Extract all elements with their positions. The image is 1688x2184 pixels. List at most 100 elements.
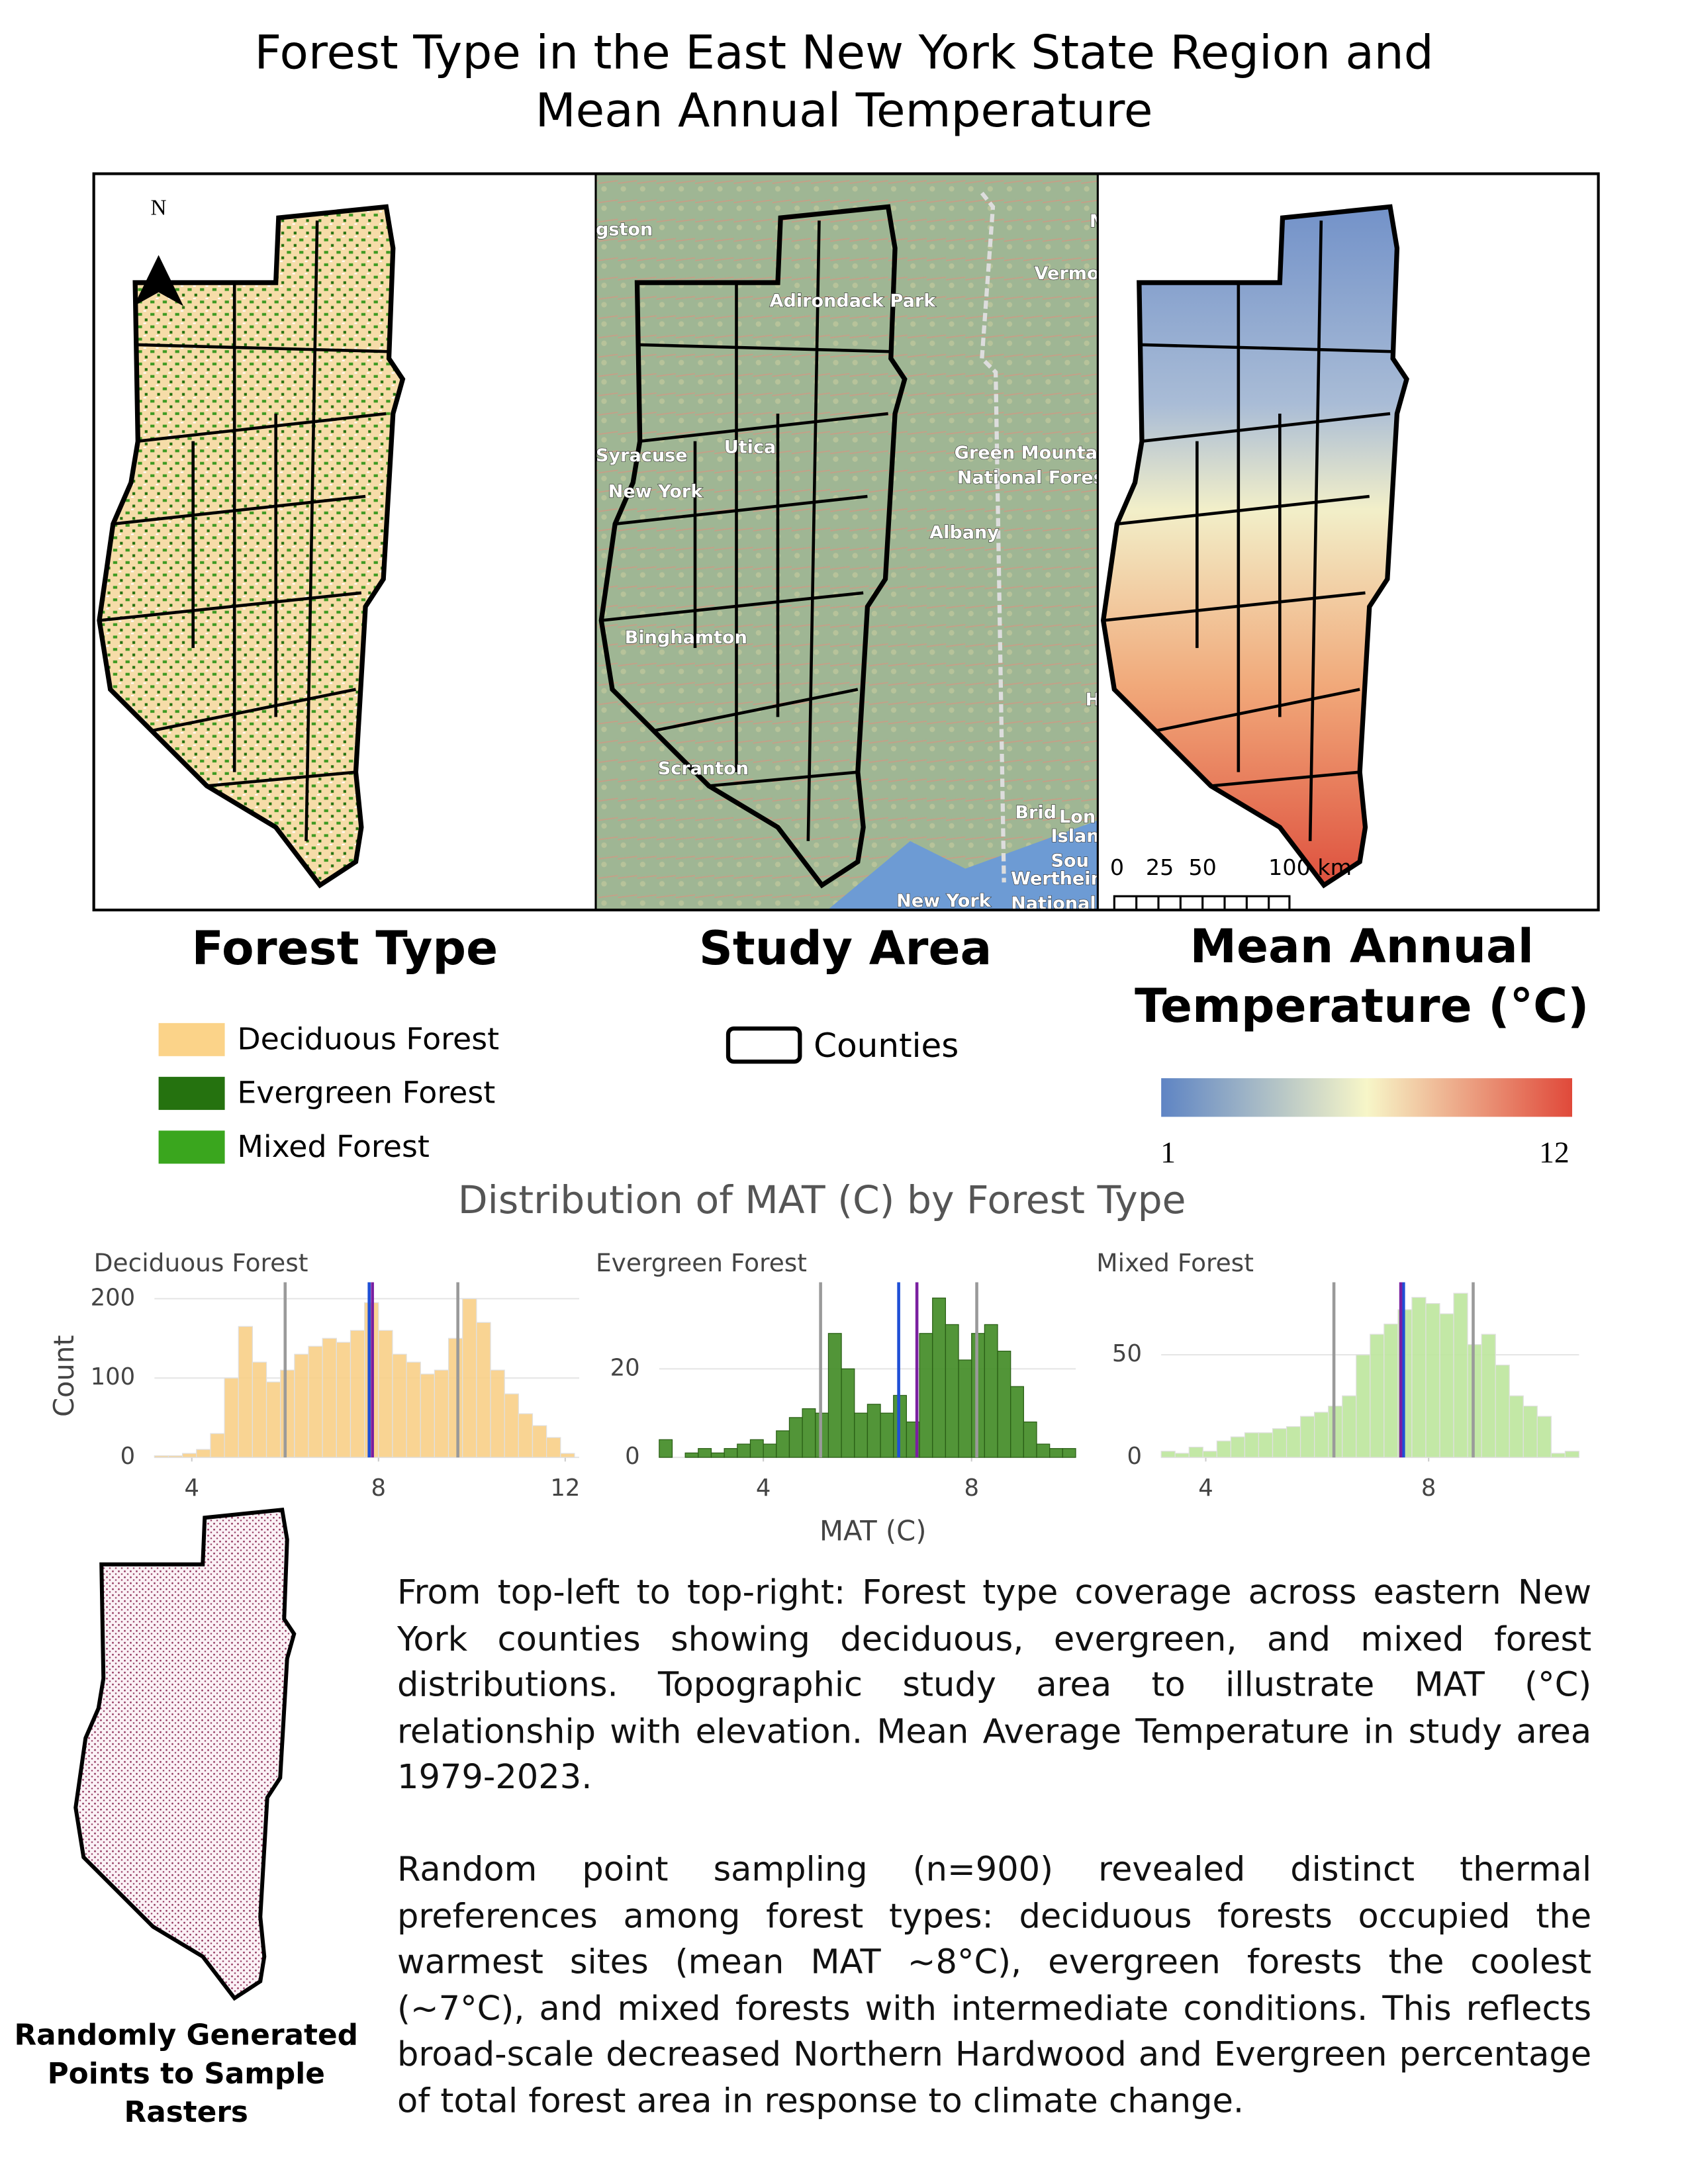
bar: [476, 1322, 491, 1458]
bar: [1536, 1416, 1552, 1458]
bar: [867, 1404, 881, 1458]
bar: [776, 1430, 790, 1458]
panel-title: Forest Type: [192, 921, 498, 976]
basemap-label: Syracuse: [596, 445, 688, 466]
bar: [1258, 1432, 1274, 1458]
legend-swatch: [158, 1130, 225, 1164]
x-tick-label: 8: [964, 1475, 979, 1502]
x-tick-label: 12: [550, 1475, 580, 1502]
paragraph: From top-left to top-right: Forest type …: [397, 1572, 1592, 1797]
bar: [763, 1443, 777, 1458]
bar: [788, 1417, 803, 1458]
bar: [932, 1297, 947, 1458]
description-box: From top-left to top-right: Forest type …: [397, 1569, 1591, 2124]
bar: [737, 1443, 751, 1458]
bar: [827, 1333, 842, 1458]
bar: [420, 1373, 436, 1458]
y-tick-label: 200: [91, 1284, 136, 1311]
legend-swatch: [158, 1077, 225, 1111]
inset-map: [75, 1510, 294, 1998]
bar: [1425, 1302, 1440, 1458]
bar: [1453, 1293, 1468, 1458]
description: From top-left to top-right: Forest type …: [397, 1569, 1591, 2124]
paragraph: Random point sampling (n=900) revealed d…: [397, 1848, 1592, 2120]
bar: [490, 1369, 505, 1458]
title: Forest Type in the East New York State R…: [254, 24, 1433, 138]
bar: [945, 1324, 959, 1458]
map-panel-forest: N: [93, 173, 596, 910]
map-panel-study-area: gston M Vermo Adirondack Park Syracuse Utica N…: [596, 173, 1109, 911]
y-tick-label: 0: [1127, 1443, 1142, 1470]
colorbar-min: 1: [1160, 1135, 1176, 1169]
facet-title: Deciduous Forest: [94, 1248, 308, 1277]
bar: [350, 1330, 365, 1458]
map-frame: [92, 172, 1600, 912]
bar: [1313, 1412, 1329, 1458]
panel-title-box: Mean Annual Temperature (°C): [1135, 920, 1589, 1034]
x-axis-label: MAT (C): [820, 1515, 926, 1547]
bar: [1299, 1416, 1315, 1458]
y-axis-label: Count: [48, 1335, 80, 1417]
bar: [1010, 1386, 1024, 1458]
bar: [504, 1393, 519, 1458]
colorbar-max: 12: [1539, 1135, 1570, 1169]
basemap-label: Brid: [1015, 803, 1056, 823]
y-tick-label: 100: [91, 1363, 136, 1390]
x-tick-label: 4: [1198, 1475, 1213, 1502]
bar: [1286, 1426, 1301, 1458]
bar: [560, 1453, 575, 1458]
scale-label: 0: [1110, 854, 1124, 880]
bar: [1523, 1405, 1538, 1458]
bar: [546, 1437, 561, 1458]
inset-caption-box: Randomly Generated Points to Sample Rast…: [14, 2019, 357, 2129]
legend-label: Evergreen Forest: [237, 1075, 495, 1111]
bar: [919, 1333, 933, 1458]
basemap-label: Wertheim: [1011, 869, 1109, 889]
bar: [182, 1453, 197, 1458]
bar: [154, 1455, 169, 1458]
basemap-label: National Fores: [957, 467, 1104, 488]
counties-swatch: [726, 1026, 802, 1064]
bar: [724, 1448, 738, 1458]
basemap-label: Scranton: [658, 758, 749, 779]
colorbar: [1161, 1078, 1572, 1117]
bar: [252, 1361, 267, 1458]
basemap-label: gston: [596, 219, 653, 240]
bar: [336, 1342, 352, 1458]
x-tick-label: 8: [1421, 1475, 1436, 1502]
basemap-label: M: [1090, 211, 1107, 232]
bar: [1023, 1421, 1037, 1458]
bar: [532, 1425, 547, 1458]
bar: [1411, 1297, 1427, 1458]
facet-title: Evergreen Forest: [596, 1248, 807, 1277]
bar: [280, 1369, 295, 1458]
legend-label: Counties: [814, 1026, 959, 1065]
bar: [1036, 1443, 1051, 1458]
bar: [1049, 1448, 1063, 1458]
bar: [684, 1452, 699, 1458]
bar: [447, 1338, 463, 1458]
bar: [802, 1408, 816, 1458]
bar: [749, 1439, 764, 1458]
bar: [1160, 1451, 1176, 1458]
bar: [984, 1324, 998, 1458]
basemap-label: Lon: [1059, 807, 1096, 827]
bar: [1356, 1354, 1371, 1458]
bar: [1216, 1440, 1232, 1458]
basemap-label: Adirondack Park: [770, 291, 937, 312]
y-tick-label: 0: [120, 1443, 136, 1470]
bar: [1244, 1432, 1260, 1458]
basemap-label: New York: [896, 891, 992, 911]
basemap-label: Vermo: [1035, 263, 1100, 284]
bar: [1495, 1364, 1510, 1458]
scale-label: 50: [1188, 854, 1216, 880]
y-tick-label: 50: [1112, 1340, 1142, 1367]
bar: [1174, 1453, 1190, 1458]
bar: [841, 1368, 855, 1458]
bar: [1509, 1395, 1524, 1458]
bar: [238, 1326, 254, 1458]
bar: [1439, 1313, 1454, 1458]
basemap-label: Utica: [724, 437, 776, 458]
bar: [322, 1338, 337, 1458]
